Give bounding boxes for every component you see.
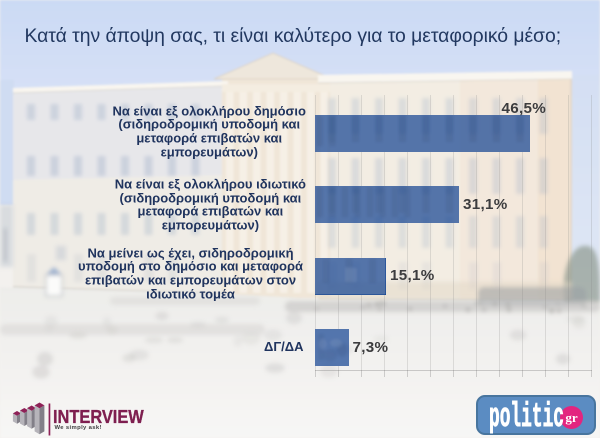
svg-text:gr: gr <box>565 410 578 425</box>
svg-text:politic: politic <box>489 399 564 437</box>
